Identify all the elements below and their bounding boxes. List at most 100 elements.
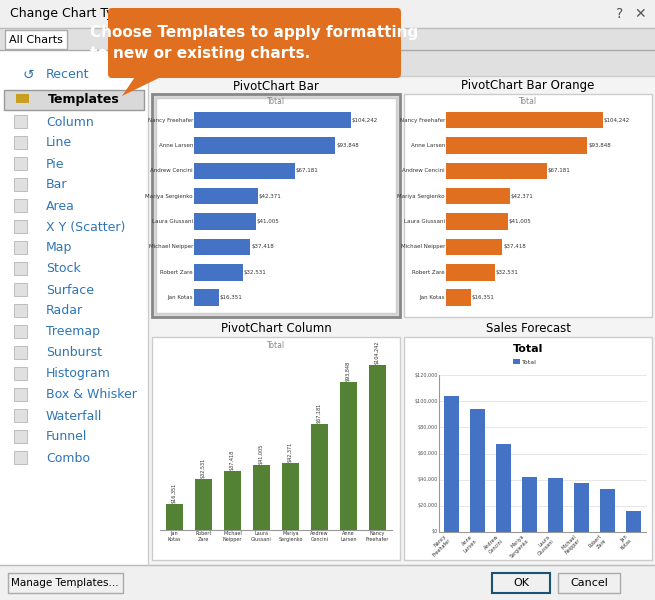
Text: Laura
Giussani: Laura Giussani — [533, 534, 555, 556]
Text: $67,181: $67,181 — [548, 169, 571, 173]
FancyBboxPatch shape — [446, 214, 508, 230]
Text: Manage Templates...: Manage Templates... — [11, 578, 119, 588]
Text: $37,418: $37,418 — [230, 449, 235, 470]
Text: $16,351: $16,351 — [172, 483, 177, 503]
Text: $67,181: $67,181 — [296, 169, 319, 173]
Text: Michael
Neipper: Michael Neipper — [560, 534, 582, 556]
FancyBboxPatch shape — [446, 239, 502, 255]
Text: Radar: Radar — [46, 304, 83, 317]
FancyBboxPatch shape — [14, 136, 27, 149]
Text: $32,531: $32,531 — [244, 270, 267, 275]
Text: Funnel: Funnel — [46, 431, 87, 443]
Text: Change Chart Type: Change Chart Type — [10, 7, 129, 20]
Text: Total: Total — [522, 359, 537, 364]
FancyBboxPatch shape — [513, 359, 520, 364]
FancyBboxPatch shape — [558, 573, 620, 593]
FancyBboxPatch shape — [470, 409, 485, 532]
FancyBboxPatch shape — [0, 50, 655, 565]
Text: $80,000: $80,000 — [418, 425, 438, 430]
Text: $0: $0 — [432, 529, 438, 535]
Text: Bar: Bar — [46, 179, 67, 191]
FancyBboxPatch shape — [548, 478, 563, 532]
Text: $93,848: $93,848 — [336, 143, 359, 148]
Text: $42,371: $42,371 — [259, 194, 282, 199]
FancyBboxPatch shape — [195, 479, 212, 530]
Text: Templates: Templates — [48, 94, 120, 107]
Text: Michael
Neipper: Michael Neipper — [223, 531, 242, 542]
FancyBboxPatch shape — [14, 409, 27, 422]
Text: Column: Column — [46, 115, 94, 128]
FancyBboxPatch shape — [522, 476, 537, 532]
FancyBboxPatch shape — [194, 289, 219, 306]
Text: Laura Giussani: Laura Giussani — [152, 219, 193, 224]
FancyBboxPatch shape — [626, 511, 641, 532]
Text: Andrew Cencini: Andrew Cencini — [151, 169, 193, 173]
Text: My Templates: My Templates — [160, 56, 252, 70]
FancyBboxPatch shape — [166, 504, 183, 530]
Text: Nancy Freehafer: Nancy Freehafer — [400, 118, 445, 122]
Text: Jan
Kotas: Jan Kotas — [616, 534, 633, 551]
Text: Waterfall: Waterfall — [46, 409, 102, 422]
Text: $32,531: $32,531 — [496, 270, 519, 275]
Text: Nancy
Freehafer: Nancy Freehafer — [428, 534, 452, 558]
Text: Total: Total — [513, 344, 543, 354]
FancyBboxPatch shape — [369, 365, 386, 530]
Text: $41,005: $41,005 — [257, 219, 280, 224]
Text: Total: Total — [519, 97, 537, 107]
FancyBboxPatch shape — [600, 490, 614, 532]
Text: Anne Larsen: Anne Larsen — [159, 143, 193, 148]
Text: $104,242: $104,242 — [604, 118, 630, 122]
Text: Andrew Cencini: Andrew Cencini — [402, 169, 445, 173]
Text: Pie: Pie — [46, 157, 64, 170]
Text: All Charts: All Charts — [9, 35, 63, 45]
Text: ↺: ↺ — [22, 68, 34, 82]
FancyBboxPatch shape — [446, 137, 587, 154]
FancyBboxPatch shape — [14, 115, 27, 128]
Text: Nancy Freehafer: Nancy Freehafer — [147, 118, 193, 122]
Text: Stock: Stock — [46, 263, 81, 275]
FancyBboxPatch shape — [0, 28, 655, 50]
FancyBboxPatch shape — [14, 346, 27, 359]
Text: Laura
Giussani: Laura Giussani — [251, 531, 272, 542]
Text: Anne Larsen: Anne Larsen — [411, 143, 445, 148]
Text: $41,005: $41,005 — [509, 219, 531, 224]
FancyBboxPatch shape — [14, 220, 27, 233]
FancyBboxPatch shape — [14, 199, 27, 212]
FancyBboxPatch shape — [194, 264, 243, 281]
Text: Mariya
Sergienko: Mariya Sergienko — [504, 534, 529, 559]
FancyBboxPatch shape — [339, 382, 358, 530]
Text: $60,000: $60,000 — [418, 451, 438, 456]
Text: $20,000: $20,000 — [418, 503, 438, 508]
Text: $100,000: $100,000 — [415, 398, 438, 404]
Text: $37,418: $37,418 — [252, 244, 274, 250]
Text: $41,005: $41,005 — [259, 444, 264, 464]
FancyBboxPatch shape — [492, 573, 550, 593]
FancyBboxPatch shape — [14, 262, 27, 275]
Text: $104,242: $104,242 — [352, 118, 378, 122]
FancyBboxPatch shape — [194, 137, 335, 154]
Text: Michael Neipper: Michael Neipper — [401, 244, 445, 250]
FancyBboxPatch shape — [14, 325, 27, 338]
Text: Mariya Sergienko: Mariya Sergienko — [145, 194, 193, 199]
FancyBboxPatch shape — [404, 337, 652, 560]
Text: Robert
Zare: Robert Zare — [588, 534, 607, 553]
Text: $32,531: $32,531 — [201, 457, 206, 478]
FancyBboxPatch shape — [446, 289, 470, 306]
FancyBboxPatch shape — [194, 239, 250, 255]
FancyBboxPatch shape — [152, 337, 400, 560]
Text: $93,848: $93,848 — [346, 361, 351, 381]
FancyBboxPatch shape — [446, 163, 547, 179]
FancyBboxPatch shape — [446, 112, 603, 128]
Text: Map: Map — [46, 241, 72, 254]
Text: $42,371: $42,371 — [288, 442, 293, 462]
FancyBboxPatch shape — [156, 98, 396, 313]
Text: Michael Neipper: Michael Neipper — [149, 244, 193, 250]
FancyBboxPatch shape — [14, 304, 27, 317]
Text: Mariya Sergienko: Mariya Sergienko — [398, 194, 445, 199]
Text: Total: Total — [267, 340, 285, 349]
Text: Robert Zare: Robert Zare — [160, 270, 193, 275]
Text: Sales Forecast: Sales Forecast — [485, 323, 571, 335]
FancyBboxPatch shape — [0, 565, 655, 600]
Text: Andrew
Cencini: Andrew Cencini — [483, 534, 504, 555]
FancyBboxPatch shape — [16, 94, 29, 103]
